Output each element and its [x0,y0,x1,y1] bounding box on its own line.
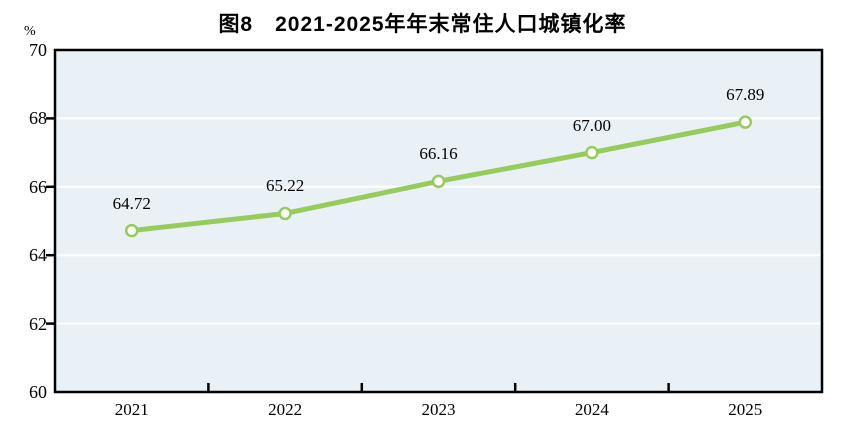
data-marker-2024 [585,145,599,160]
data-marker-2023 [431,174,446,189]
data-marker-2025 [738,115,753,129]
point-label-2021: 64.72 [112,193,151,213]
x-axis-label-2021: 2021 [114,400,149,419]
point-label-2023: 66.16 [419,144,458,164]
plot-background [55,50,822,392]
data-marker-2021 [124,223,139,238]
point-label-2025: 67.89 [726,85,765,105]
plot-border [53,48,824,394]
y-axis-label-66: 66 [29,176,47,197]
point-label-2022: 65.22 [265,176,305,196]
plot-canvas [46,48,824,394]
point-label-2024: 67.00 [572,115,612,135]
chart-title: 图8 2021-2025年年末常住人口城镇化率 [218,13,627,36]
y-axis-label-62: 62 [29,313,47,334]
x-axis-label-2025: 2025 [728,400,763,419]
y-axis-label-70: 70 [29,40,47,60]
y-axis-label-60: 60 [29,382,47,402]
data-marker-2022 [278,206,292,221]
y-axis-unit-label: % [24,24,36,39]
x-axis-label-2023: 2023 [421,400,456,419]
plot-area [46,48,824,394]
y-axis-label-64: 64 [29,245,47,266]
x-axis-label-2024: 2024 [574,400,609,419]
y-axis-label-68: 68 [29,108,47,129]
x-axis-label-2022: 2022 [268,400,303,419]
